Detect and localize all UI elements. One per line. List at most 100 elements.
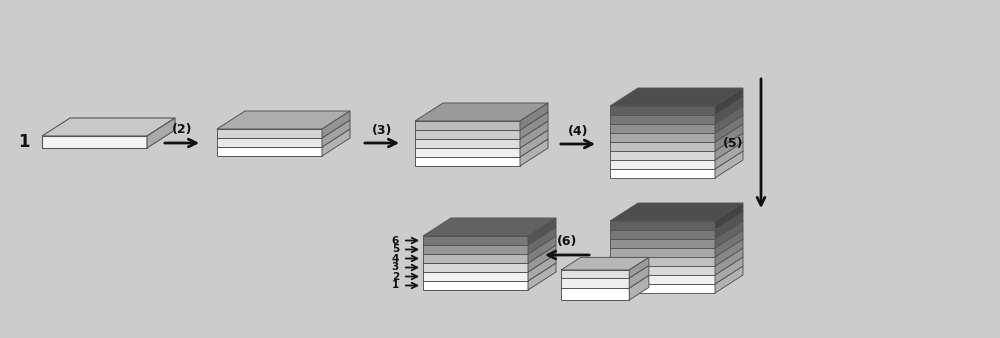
Text: (4): (4) xyxy=(568,124,588,138)
Text: 4: 4 xyxy=(392,254,399,264)
Polygon shape xyxy=(610,169,715,178)
Polygon shape xyxy=(322,129,350,156)
Polygon shape xyxy=(610,142,743,160)
Polygon shape xyxy=(528,218,556,245)
Polygon shape xyxy=(423,254,528,263)
Text: (3): (3) xyxy=(372,123,392,137)
Text: 1: 1 xyxy=(18,133,30,151)
Polygon shape xyxy=(610,142,715,151)
Polygon shape xyxy=(423,245,556,263)
Polygon shape xyxy=(423,272,528,281)
Polygon shape xyxy=(715,221,743,248)
Text: 1: 1 xyxy=(392,281,399,290)
Polygon shape xyxy=(415,112,548,130)
Polygon shape xyxy=(147,118,175,148)
Polygon shape xyxy=(528,236,556,263)
Polygon shape xyxy=(415,148,520,157)
Polygon shape xyxy=(715,257,743,284)
Polygon shape xyxy=(423,281,528,290)
Polygon shape xyxy=(610,106,743,124)
Polygon shape xyxy=(528,227,556,254)
Text: 2: 2 xyxy=(392,271,399,282)
Text: 6: 6 xyxy=(392,236,399,245)
Polygon shape xyxy=(715,266,743,293)
Polygon shape xyxy=(520,103,548,130)
Polygon shape xyxy=(610,212,743,230)
Polygon shape xyxy=(610,248,715,257)
Polygon shape xyxy=(610,115,715,124)
Polygon shape xyxy=(42,136,147,148)
Polygon shape xyxy=(610,239,715,248)
Polygon shape xyxy=(561,275,649,288)
Polygon shape xyxy=(610,284,715,293)
Polygon shape xyxy=(217,138,322,147)
Polygon shape xyxy=(610,230,715,239)
Text: 5: 5 xyxy=(392,244,399,255)
Polygon shape xyxy=(561,278,629,288)
Polygon shape xyxy=(715,239,743,266)
Polygon shape xyxy=(415,130,520,139)
Polygon shape xyxy=(715,106,743,133)
Polygon shape xyxy=(610,124,743,142)
Polygon shape xyxy=(610,133,715,142)
Polygon shape xyxy=(610,266,715,275)
Polygon shape xyxy=(610,257,715,266)
Polygon shape xyxy=(423,263,556,281)
Polygon shape xyxy=(715,133,743,160)
Polygon shape xyxy=(423,218,556,236)
Polygon shape xyxy=(629,265,649,288)
Polygon shape xyxy=(423,236,528,245)
Polygon shape xyxy=(610,160,715,169)
Polygon shape xyxy=(217,120,350,138)
Polygon shape xyxy=(415,139,520,148)
Polygon shape xyxy=(322,120,350,147)
Polygon shape xyxy=(610,248,743,266)
Polygon shape xyxy=(610,230,743,248)
Polygon shape xyxy=(610,239,743,257)
Polygon shape xyxy=(610,203,743,221)
Polygon shape xyxy=(561,258,649,270)
Polygon shape xyxy=(610,115,743,133)
Polygon shape xyxy=(217,129,350,147)
Polygon shape xyxy=(715,212,743,239)
Polygon shape xyxy=(715,124,743,151)
Polygon shape xyxy=(415,103,548,121)
Polygon shape xyxy=(561,265,649,278)
Polygon shape xyxy=(415,157,520,166)
Polygon shape xyxy=(415,139,548,157)
Polygon shape xyxy=(423,254,556,272)
Polygon shape xyxy=(520,121,548,148)
Polygon shape xyxy=(629,258,649,278)
Polygon shape xyxy=(610,266,743,284)
Polygon shape xyxy=(217,111,350,129)
Polygon shape xyxy=(715,115,743,142)
Polygon shape xyxy=(415,121,520,130)
Polygon shape xyxy=(715,230,743,257)
Polygon shape xyxy=(423,236,556,254)
Polygon shape xyxy=(415,130,548,148)
Polygon shape xyxy=(715,203,743,230)
Polygon shape xyxy=(415,121,548,139)
Polygon shape xyxy=(423,245,528,254)
Polygon shape xyxy=(629,275,649,300)
Polygon shape xyxy=(520,130,548,157)
Polygon shape xyxy=(715,88,743,115)
Polygon shape xyxy=(610,124,715,133)
Text: 3: 3 xyxy=(392,263,399,272)
Polygon shape xyxy=(610,221,715,230)
Polygon shape xyxy=(610,151,715,160)
Polygon shape xyxy=(715,142,743,169)
Polygon shape xyxy=(423,263,528,272)
Polygon shape xyxy=(610,221,743,239)
Text: (2): (2) xyxy=(172,123,192,137)
Text: (6): (6) xyxy=(557,236,577,248)
Polygon shape xyxy=(528,263,556,290)
Polygon shape xyxy=(610,151,743,169)
Polygon shape xyxy=(322,111,350,138)
Polygon shape xyxy=(715,248,743,275)
Polygon shape xyxy=(715,151,743,178)
Polygon shape xyxy=(520,112,548,139)
Polygon shape xyxy=(423,227,556,245)
Polygon shape xyxy=(520,139,548,166)
Polygon shape xyxy=(610,88,743,106)
